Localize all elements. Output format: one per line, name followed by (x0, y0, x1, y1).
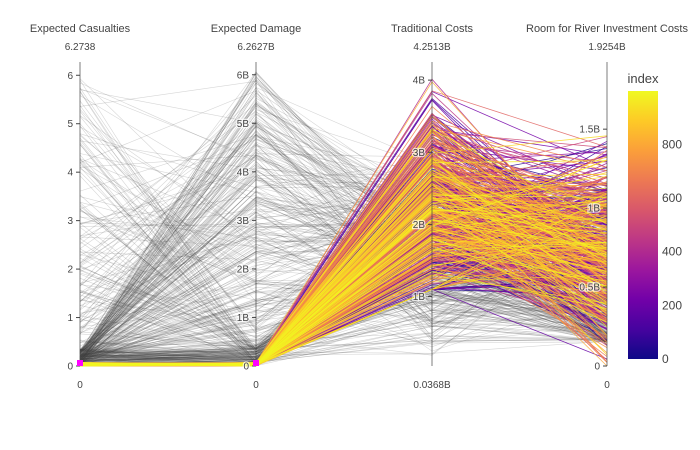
unselected-line (79, 124, 608, 359)
axis-max-label: 6.2738 (65, 42, 96, 53)
axis-min-label: 0 (77, 380, 83, 391)
axis-tick-label: 0 (594, 362, 600, 373)
axis: Expected Damage 6.2627B 00 1B 2B 3B 4B 5B 6B (211, 23, 302, 391)
unselected-line (79, 72, 608, 358)
axis-tick-label: 1B (413, 292, 426, 303)
colorbar-tick-label: 200 (662, 298, 682, 312)
axis-tick-label: 1B (237, 313, 250, 324)
colorbar-tick-label: 0 (662, 352, 669, 366)
axis-tick-label: 2B (237, 264, 250, 275)
unselected-line (79, 324, 608, 362)
axis: Room for River Investment Costs1.9254B00… (526, 23, 688, 391)
axis-tick-label: 0.5B (579, 283, 600, 294)
unselected-line (79, 87, 608, 357)
unselected-line (79, 71, 608, 317)
unselected-line (79, 155, 608, 342)
axis-tick-label: 3B (237, 216, 250, 227)
colorbar-title: index (627, 71, 659, 86)
colorbar: index 0 200 400 600 800 (627, 71, 682, 366)
axis-tick-label: 6 (67, 71, 73, 82)
axis-tick-label: 2 (67, 265, 73, 276)
axis-tick-label: 2B (413, 220, 426, 231)
unselected-line (79, 204, 608, 363)
unselected-line (79, 105, 608, 365)
unselected-line (79, 71, 608, 357)
unselected-line (79, 269, 608, 355)
unselected-line (79, 302, 608, 360)
unselected-line (79, 169, 608, 343)
axis-tick-label: 6B (237, 70, 250, 81)
unselected-line (79, 120, 608, 363)
unselected-line (79, 144, 608, 318)
axes: Expected Casualties6.273800123456Expecte… (30, 23, 689, 391)
unselected-line (79, 289, 608, 363)
brush-range[interactable] (253, 360, 259, 366)
axis-tick-label: 4B (413, 76, 426, 87)
axis-tick-label: 5 (67, 119, 73, 130)
axis-max-label: 6.2627B (237, 42, 275, 53)
colorbar-gradient (628, 91, 658, 359)
axis-min-label: 0 (253, 380, 259, 391)
axis-tick-label: 4 (67, 168, 73, 179)
axis: Traditional Costs 4.2513B 0.0368B 1B 2B 3B 4B (391, 23, 474, 391)
axis-tick-label: 1B (588, 204, 601, 215)
unselected-line (79, 92, 608, 360)
unselected-line (79, 340, 608, 365)
unselected-line (79, 154, 608, 354)
axis-tick-label: 5B (237, 119, 250, 130)
unselected-line (79, 338, 608, 363)
axis-max-label: 4.2513B (413, 42, 451, 53)
brush-range[interactable] (77, 360, 83, 366)
selected-line (79, 128, 608, 365)
selected-line (79, 173, 608, 367)
unselected-line (79, 226, 608, 367)
unselected-line (79, 102, 608, 362)
unselected-line (79, 129, 608, 363)
colorbar-tick-label: 800 (662, 137, 682, 151)
colorbar-tick-label: 400 (662, 245, 682, 259)
axis-tick-label: 0 (243, 362, 249, 373)
unselected-line (79, 305, 608, 348)
axis: Expected Casualties 6.2738 00 1 2 3 4 5 6 (30, 23, 131, 391)
axis-title: Traditional Costs (391, 23, 474, 35)
unselected-line (79, 298, 608, 360)
unselected-line (79, 341, 608, 363)
unselected-line (79, 92, 608, 357)
selected-lines (79, 78, 608, 367)
axis-tick-label: 3 (67, 216, 73, 227)
unselected-line (79, 335, 608, 363)
axis-title: Expected Damage (211, 23, 302, 35)
axis-min-label: 0.0368B (413, 380, 451, 391)
unselected-line (79, 309, 608, 362)
selected-line (79, 169, 608, 366)
colorbar-tick-label: 600 (662, 191, 682, 205)
unselected-line (79, 75, 608, 352)
axis-min-label: 0 (604, 380, 610, 391)
unselected-line (79, 302, 608, 365)
axis-tick-label: 3B (413, 148, 426, 159)
axis-title: Expected Casualties (30, 23, 131, 35)
axis-tick-label: 1.5B (579, 125, 600, 136)
unselected-line (79, 79, 608, 340)
selected-line (79, 207, 608, 367)
axis-title: Room for River Investment Costs (526, 23, 688, 35)
unselected-line (79, 308, 608, 366)
unselected-line (79, 255, 608, 357)
axis-tick-label: 0 (67, 362, 73, 373)
unselected-line (79, 340, 608, 354)
axis-tick-label: 1 (67, 313, 73, 324)
unselected-line (79, 110, 608, 319)
axis-max-label: 1.9254B (588, 42, 626, 53)
axis-tick-label: 4B (237, 167, 250, 178)
